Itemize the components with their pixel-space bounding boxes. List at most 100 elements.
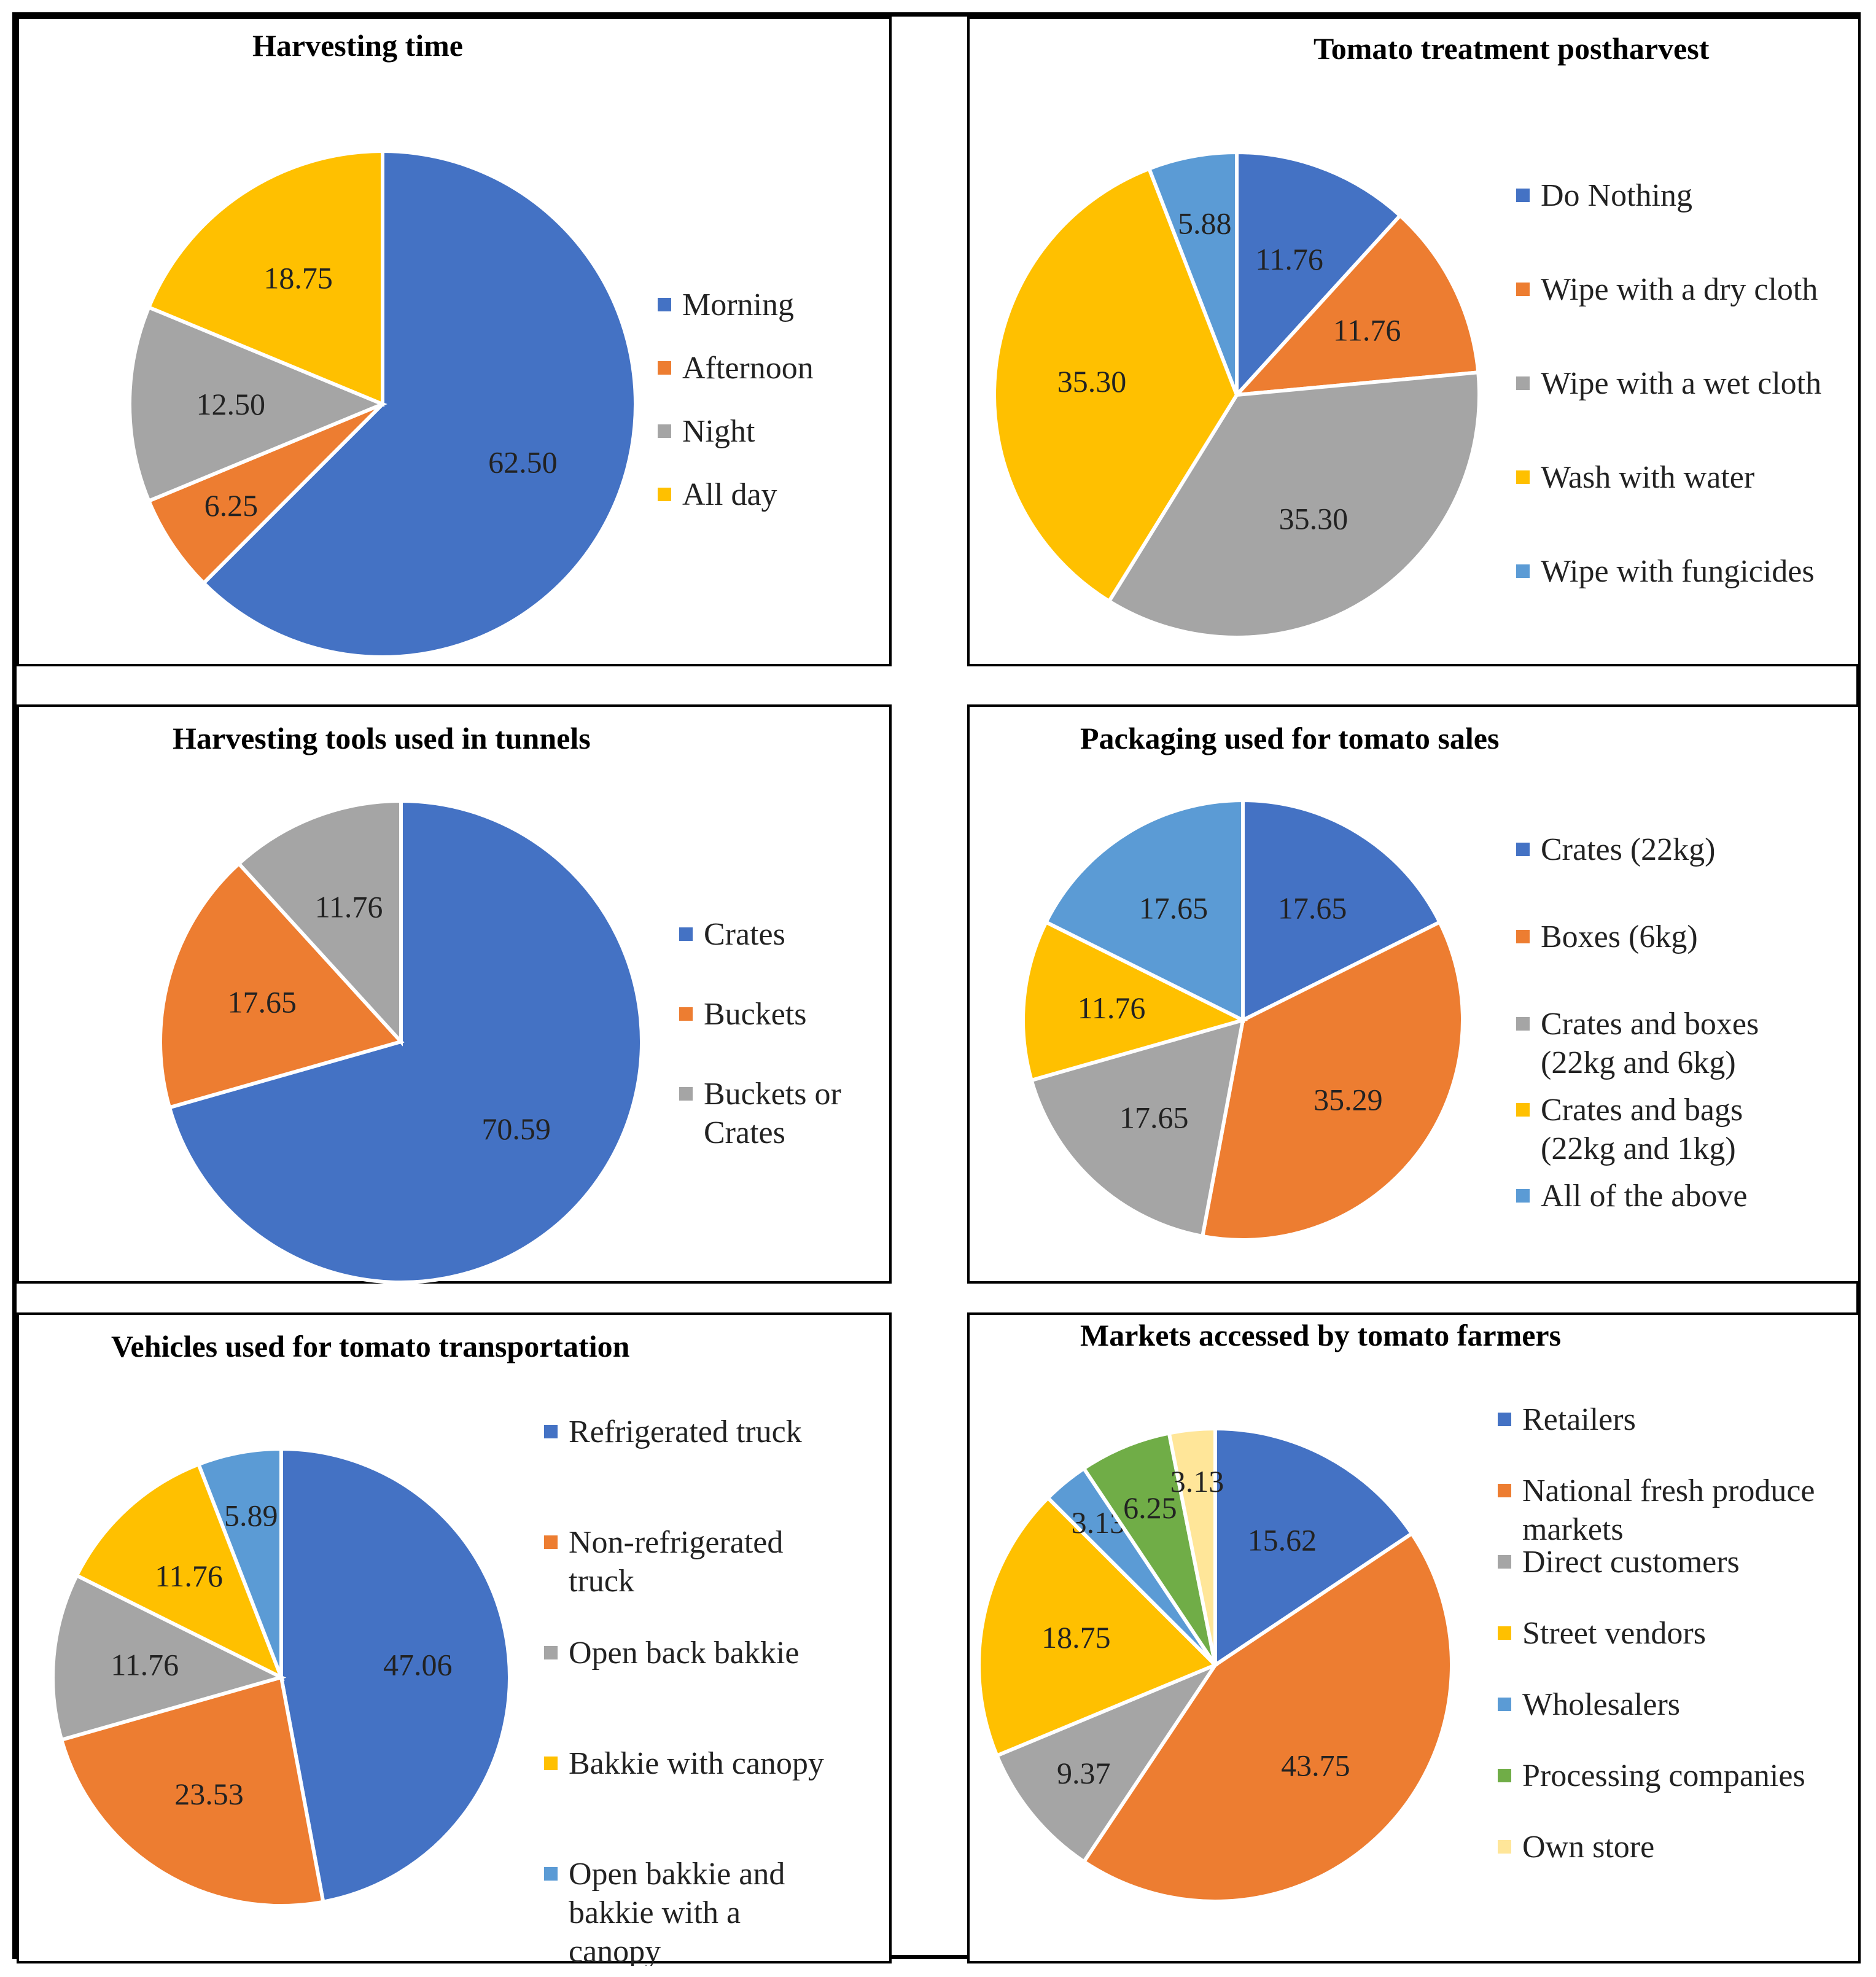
legend-swatch xyxy=(658,298,671,311)
pie-slice xyxy=(1146,150,1239,396)
data-label: 35.30 xyxy=(1057,364,1127,399)
pie-slice xyxy=(51,1573,287,1742)
data-label: 15.62 xyxy=(1248,1523,1317,1557)
legend-label: Buckets xyxy=(704,997,807,1032)
legend-label: Crates and bags (22kg and 1kg) xyxy=(1541,1093,1743,1166)
pie-slice xyxy=(1029,1017,1245,1239)
pie-chart-svg: Harvesting time 62.50 6.25 12.50 18.75 Mornin… xyxy=(128,28,814,659)
data-label: 35.29 xyxy=(1314,1082,1383,1117)
pie-chart-svg: Tomato treatment postharvest 11.76 11.76 35… xyxy=(992,31,1821,639)
data-label: 17.65 xyxy=(228,985,297,1020)
data-label: 5.88 xyxy=(1178,206,1232,240)
pie-slice xyxy=(1235,150,1403,400)
legend-swatch xyxy=(544,1425,558,1438)
legend-swatch xyxy=(1516,1103,1530,1117)
legend-label: Buckets or Crates xyxy=(704,1077,841,1150)
legend-label: Street vendors xyxy=(1522,1616,1706,1651)
chart-title: Markets accessed by tomato farmers xyxy=(1080,1318,1561,1352)
legend-label: Retailers xyxy=(1522,1402,1636,1437)
legend-label: Open back bakkie xyxy=(569,1636,799,1671)
legend-label: Crates (22kg) xyxy=(1541,832,1715,867)
legend-label: Wipe with fungicides xyxy=(1541,554,1815,589)
legend-swatch xyxy=(679,1007,693,1021)
data-label: 17.65 xyxy=(1139,891,1209,925)
legend-label: Open bakkie and bakkie with a canopy xyxy=(569,1857,785,1967)
legend-label: Wash with water xyxy=(1541,460,1754,495)
legend-swatch xyxy=(1516,283,1530,296)
legend-label: Crates and boxes (22kg and 6kg) xyxy=(1541,1007,1759,1080)
legend-label: Wipe with a wet cloth xyxy=(1541,366,1821,401)
pie-slice xyxy=(158,860,405,1110)
pie-slice xyxy=(59,1675,325,1908)
legend-label: Boxes (6kg) xyxy=(1541,919,1698,954)
legend-swatch xyxy=(1498,1626,1511,1640)
legend-swatch xyxy=(679,927,693,941)
data-label: 70.59 xyxy=(481,1112,551,1146)
data-label: 11.76 xyxy=(1255,242,1323,276)
data-label: 12.50 xyxy=(197,387,266,421)
legend-label: Direct customers xyxy=(1522,1545,1740,1580)
legend-swatch xyxy=(544,1757,558,1770)
legend-label: Afternoon xyxy=(682,351,814,386)
legend-label: Wipe with a dry cloth xyxy=(1541,272,1818,307)
pie-slice xyxy=(1081,1531,1454,1903)
data-label: 5.89 xyxy=(224,1499,278,1533)
chart-title: Harvesting time xyxy=(252,28,463,63)
pie-slice xyxy=(1232,213,1481,397)
legend-swatch xyxy=(1516,470,1530,484)
legend-label: Crates xyxy=(704,917,785,952)
panel-markets: Markets accessed by tomato farmers 15.62 4… xyxy=(967,1312,1861,1963)
data-label: 6.25 xyxy=(1123,1491,1177,1525)
data-label: 11.76 xyxy=(1078,991,1146,1025)
data-label: 6.25 xyxy=(204,488,259,523)
legend-swatch xyxy=(544,1535,558,1549)
pie-slice xyxy=(1213,1426,1415,1669)
legend-label: Processing companies xyxy=(1522,1758,1805,1793)
pie-slice xyxy=(201,149,637,659)
legend-swatch xyxy=(544,1867,558,1881)
chart-title: Packaging used for tomato sales xyxy=(1080,721,1499,755)
panel-harvesting-tools: Harvesting tools used in tunnels 70.59 17.… xyxy=(17,704,892,1284)
pie-slice xyxy=(1200,919,1465,1242)
data-label: 18.75 xyxy=(1041,1620,1111,1655)
legend-label: Refrigerated truck xyxy=(569,1414,802,1449)
pie-slice xyxy=(128,305,387,504)
legend-swatch xyxy=(1498,1413,1511,1426)
pie-chart-svg: Harvesting tools used in tunnels 70.59 17.… xyxy=(158,721,841,1284)
panel-tomato-treatment: Tomato treatment postharvest 11.76 11.76 35… xyxy=(967,17,1861,666)
pie-slice xyxy=(146,402,384,586)
legend-swatch xyxy=(658,488,671,501)
data-label: 43.75 xyxy=(1281,1748,1350,1782)
data-label: 17.65 xyxy=(1278,891,1347,925)
panel-vehicles: Vehicles used for tomato transportation 4… xyxy=(17,1312,892,1966)
legend-label: All day xyxy=(682,477,777,512)
legend-swatch xyxy=(1516,1189,1530,1203)
legend-label: All of the above xyxy=(1541,1179,1747,1214)
pie-slice xyxy=(977,1495,1219,1758)
legend-swatch xyxy=(1516,1017,1530,1031)
legend-swatch xyxy=(1516,376,1530,390)
legend-label: Morning xyxy=(682,287,794,322)
legend-label: Own store xyxy=(1522,1830,1654,1865)
data-label: 11.76 xyxy=(111,1647,179,1682)
legend-swatch xyxy=(1498,1484,1511,1497)
legend-swatch xyxy=(1516,189,1530,202)
chart-title: Harvesting tools used in tunnels xyxy=(173,721,591,755)
legend-swatch xyxy=(679,1087,693,1101)
pie-slice xyxy=(1021,919,1248,1083)
pie-slice xyxy=(196,1446,283,1679)
legend-swatch xyxy=(658,424,671,438)
legend-label: Bakkie with canopy xyxy=(569,1746,824,1781)
legend-swatch xyxy=(1516,564,1530,578)
data-label: 47.06 xyxy=(383,1647,453,1682)
pie-slice xyxy=(1107,370,1481,639)
chart-title: Vehicles used for tomato transportation xyxy=(111,1329,630,1363)
data-label: 3.13 xyxy=(1170,1464,1224,1499)
legend-swatch xyxy=(1498,1769,1511,1782)
pie-slice xyxy=(279,1446,512,1905)
chart-title: Tomato treatment postharvest xyxy=(1314,31,1710,66)
pie-chart-svg: Packaging used for tomato sales 17.65 35.2… xyxy=(1021,721,1759,1242)
legend-swatch xyxy=(1498,1698,1511,1711)
data-label: 9.37 xyxy=(1057,1756,1111,1790)
legend-swatch xyxy=(658,361,671,375)
